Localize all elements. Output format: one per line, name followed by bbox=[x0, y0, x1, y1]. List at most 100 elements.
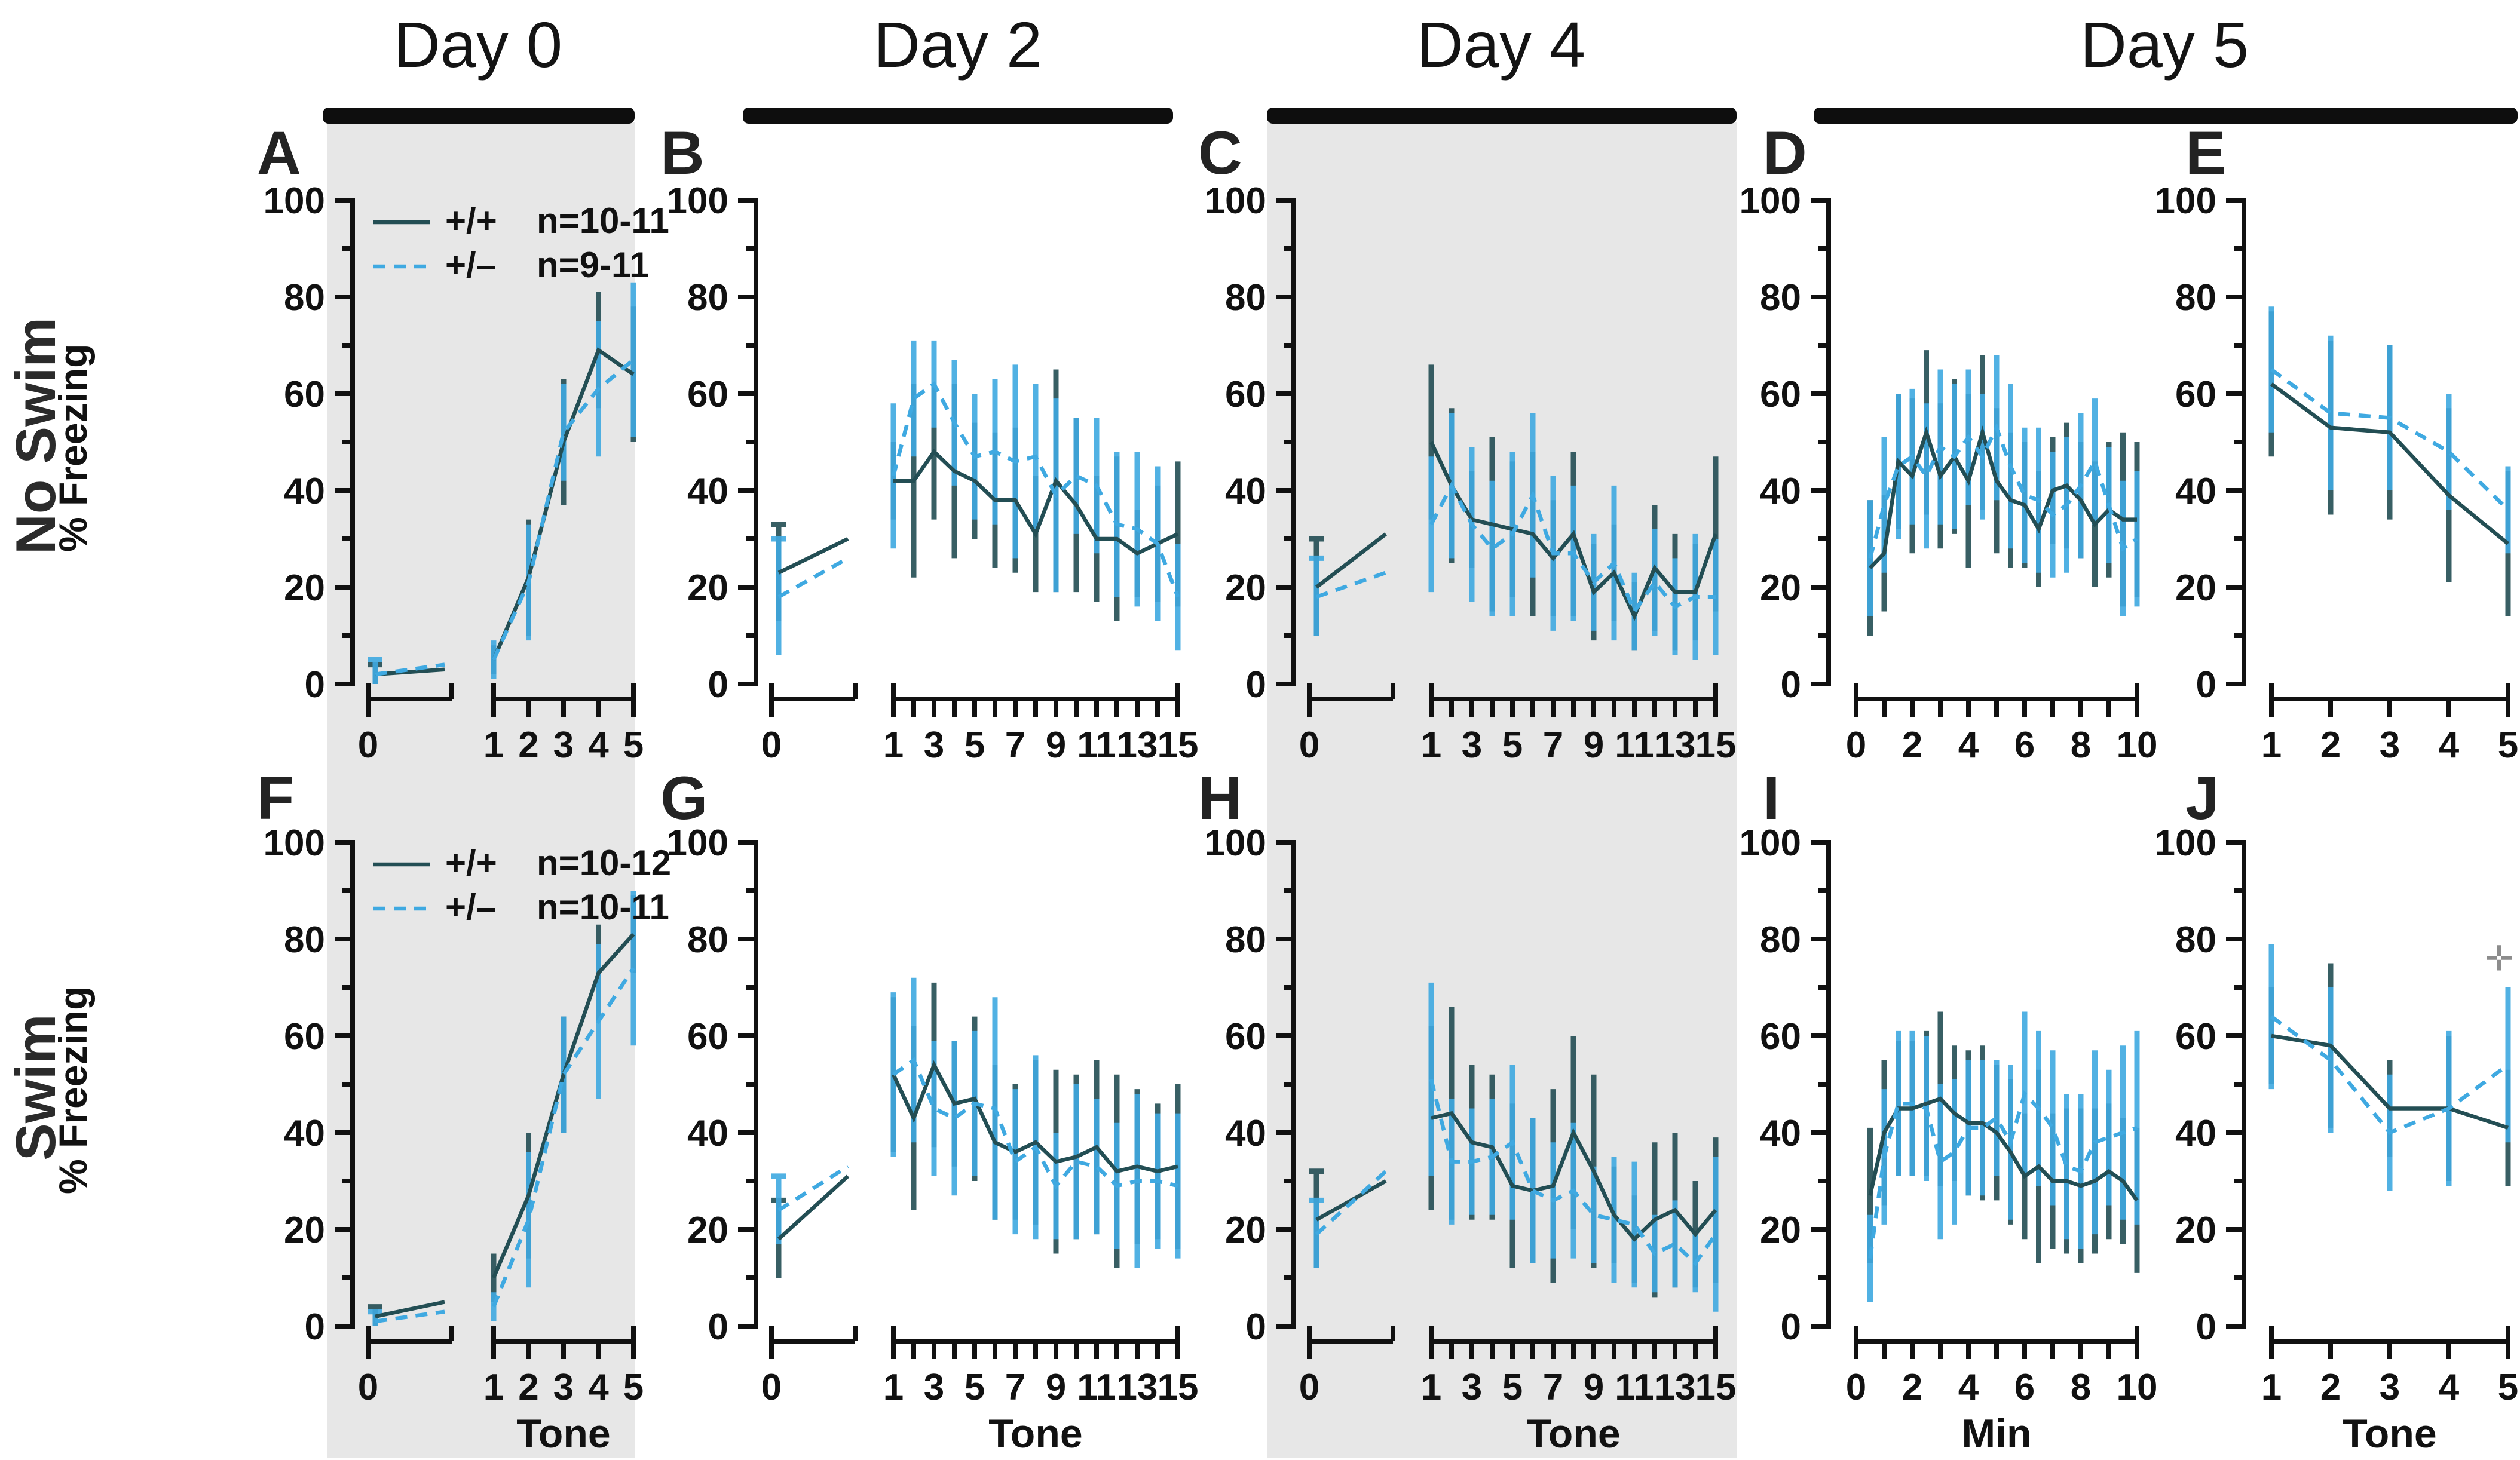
day2-header: Day 2 bbox=[873, 8, 1043, 81]
x-tick-label: 7 bbox=[1005, 1367, 1025, 1408]
x-tick-label: 4 bbox=[2439, 1367, 2460, 1408]
x-tick-label: 1 bbox=[483, 1367, 504, 1408]
y-tick-label: 40 bbox=[1760, 1113, 1801, 1154]
y-tick-label: 80 bbox=[284, 919, 325, 961]
panel-letter-c: C bbox=[1198, 119, 1242, 187]
y-tick-label: 20 bbox=[1760, 568, 1801, 609]
series-plus-plus-line bbox=[375, 933, 635, 1318]
x-tick-label: 9 bbox=[1584, 1367, 1604, 1408]
panel-letter-a: A bbox=[257, 119, 301, 187]
panel-letter-i: I bbox=[1763, 764, 1780, 832]
panel-f-chart: 0 20 40 60 80 100 0 1 2 3 4 5 Tone +/+ n=10-12 +/– n=10-… bbox=[264, 823, 672, 1456]
legend: +/+ n=10-11 +/– n=9-11 bbox=[373, 201, 669, 285]
y-tick-label: 40 bbox=[687, 1113, 728, 1154]
y-tick-label: 100 bbox=[1205, 180, 1266, 222]
y-tick-label: 20 bbox=[1225, 1210, 1266, 1251]
day0-shading bbox=[327, 122, 635, 1458]
x-axis: 0 2 4 6 8 10 bbox=[1846, 683, 2157, 766]
x-axis: 0 1 3 5 7 9 11 13 15 bbox=[1299, 1326, 1737, 1408]
x-tick-label: 11 bbox=[1077, 1367, 1116, 1408]
x-tick-label: 1 bbox=[883, 725, 904, 766]
x-tick-label: 7 bbox=[1543, 725, 1563, 766]
day0-header: Day 0 bbox=[393, 8, 563, 81]
legend-genotype-label: +/+ bbox=[445, 201, 497, 241]
y-tick-label: 40 bbox=[687, 471, 728, 512]
series-plus-minus-line bbox=[375, 967, 635, 1324]
x-tick-label: 3 bbox=[924, 725, 944, 766]
y-tick-label: 20 bbox=[284, 568, 325, 609]
panel-e: E 0 20 40 60 80 100 1 2 3 4 5 bbox=[2142, 122, 2519, 771]
x-tick-label: 15 bbox=[1695, 1367, 1737, 1408]
x-axis-title: Min bbox=[1961, 1411, 2031, 1456]
significance-cross-icon: ✛ bbox=[2485, 939, 2514, 978]
x-tick-label: 1 bbox=[1421, 725, 1441, 766]
y-tick-label: 0 bbox=[2196, 1306, 2216, 1348]
y-tick-label: 20 bbox=[1225, 568, 1266, 609]
panel-letter-f: F bbox=[257, 764, 295, 832]
series-plus-plus-line bbox=[375, 347, 635, 677]
y-tick-label: 60 bbox=[1225, 1016, 1266, 1057]
x-axis: 0 2 4 6 8 10 bbox=[1846, 1326, 2157, 1408]
y-axis: 0 20 40 60 80 100 bbox=[2155, 180, 2246, 706]
y-tick-label: 100 bbox=[1740, 180, 1801, 222]
panel-j: J 0 20 40 60 80 100 1 2 3 4 5 Tone ✛ bbox=[2142, 768, 2519, 1460]
y-tick-label: 40 bbox=[2175, 471, 2216, 512]
series-plus-minus-line bbox=[777, 381, 1180, 599]
panel-g: G 0 20 40 60 80 100 0 1 3 5 7 9 11 13 15 Tone bbox=[654, 768, 1198, 1460]
x-tick-label: 2 bbox=[2320, 1367, 2341, 1408]
y-tick-label: 40 bbox=[1225, 471, 1266, 512]
panel-e-chart: 0 20 40 60 80 100 1 2 3 4 5 bbox=[2155, 180, 2519, 766]
baseline-tick-label: 0 bbox=[761, 1367, 782, 1408]
panel-b: B 0 20 40 60 80 100 0 1 3 5 7 9 11 13 15 bbox=[654, 122, 1198, 771]
y-tick-label: 60 bbox=[1760, 1016, 1801, 1057]
y-tick-label: 100 bbox=[2155, 180, 2216, 222]
series-plus-minus-line bbox=[1315, 1079, 1717, 1266]
series-plus-minus-line bbox=[2270, 1014, 2509, 1135]
day4-shading bbox=[1267, 122, 1737, 1458]
y-axis: 0 20 40 60 80 100 bbox=[1205, 180, 1296, 706]
panel-d: D 0 20 40 60 80 100 0 2 4 6 8 10 bbox=[1727, 122, 2158, 771]
panel-letter-b: B bbox=[660, 119, 705, 187]
y-tick-label: 0 bbox=[305, 664, 325, 706]
x-tick-label: 0 bbox=[1846, 1367, 1866, 1408]
series-plus-minus-line bbox=[375, 358, 635, 677]
x-tick-label: 2 bbox=[2320, 725, 2341, 766]
y-tick-label: 100 bbox=[2155, 823, 2216, 864]
error-bars-plus-plus bbox=[368, 292, 636, 684]
day4-bar bbox=[1267, 108, 1737, 124]
y-tick-label: 80 bbox=[2175, 919, 2216, 961]
x-tick-label: 3 bbox=[2380, 725, 2400, 766]
y-axis: 0 20 40 60 80 100 bbox=[667, 823, 758, 1348]
x-tick-label: 4 bbox=[588, 725, 609, 766]
y-tick-label: 80 bbox=[687, 277, 728, 318]
panel-c: C 0 20 40 60 80 100 0 1 3 5 7 9 11 13 15 bbox=[1192, 122, 1736, 771]
y-tick-label: 60 bbox=[1225, 374, 1266, 415]
y-tick-label: 0 bbox=[1781, 1306, 1801, 1348]
y-axis: 0 20 40 60 80 100 bbox=[1205, 823, 1296, 1348]
y-tick-label: 100 bbox=[264, 823, 325, 864]
x-tick-label: 15 bbox=[1695, 725, 1737, 766]
x-tick-label: 5 bbox=[1502, 1367, 1523, 1408]
x-axis: 0 1 3 5 7 9 11 13 15 bbox=[761, 1326, 1198, 1408]
y-axis-title-no-swim: % Freezing bbox=[51, 343, 95, 553]
panel-i: I 0 20 40 60 80 100 0 2 4 6 8 10 Min bbox=[1727, 768, 2158, 1460]
panel-f: F 0 20 40 60 80 100 0 1 2 3 4 5 Tone +/+ n=10-12 +/– n=10… bbox=[251, 768, 672, 1460]
x-axis: 0 1 3 5 7 9 11 13 15 bbox=[761, 683, 1199, 766]
y-axis: 0 20 40 60 80 100 bbox=[667, 180, 758, 706]
day5-bar bbox=[1814, 108, 2518, 124]
y-axis: 0 20 40 60 80 100 bbox=[264, 180, 355, 706]
baseline-tick-label: 0 bbox=[358, 1367, 378, 1408]
y-tick-label: 0 bbox=[1246, 664, 1266, 706]
y-tick-label: 0 bbox=[305, 1306, 325, 1348]
y-tick-label: 0 bbox=[1246, 1306, 1266, 1348]
baseline-tick-label: 0 bbox=[761, 725, 782, 766]
x-tick-label: 15 bbox=[1158, 725, 1199, 766]
y-tick-label: 40 bbox=[1225, 1113, 1266, 1154]
x-tick-label: 3 bbox=[1462, 725, 1482, 766]
day5-header: Day 5 bbox=[2080, 8, 2249, 81]
y-tick-label: 100 bbox=[1740, 823, 1801, 864]
